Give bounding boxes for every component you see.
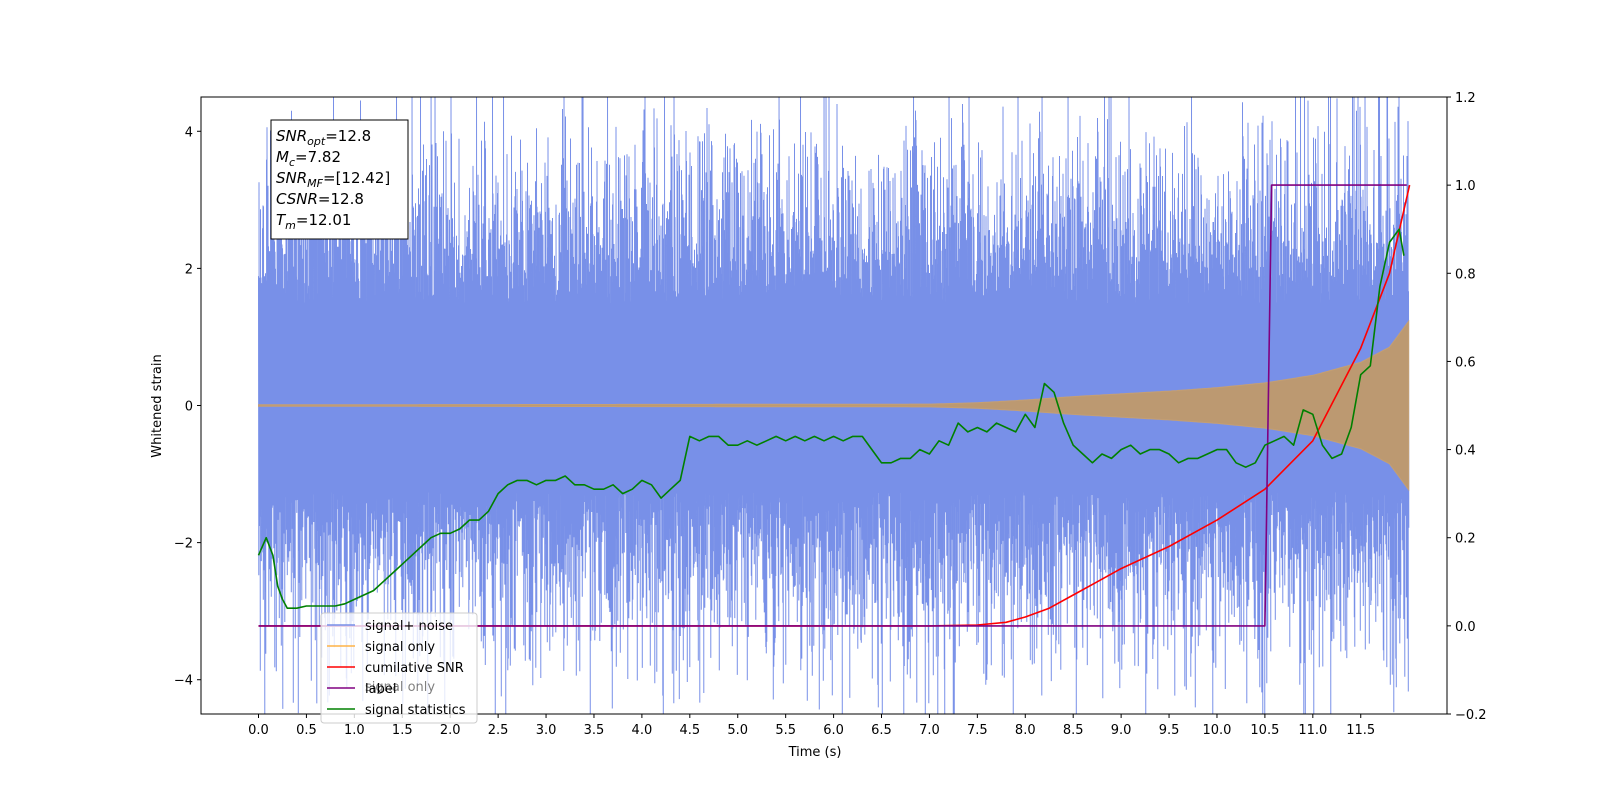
x-tick-label: 4.5 [679, 723, 700, 738]
x-tick-label: 9.0 [1111, 723, 1132, 738]
legend-entry-label: cumilative SNR [365, 661, 464, 676]
x-tick-label: 10.0 [1202, 723, 1231, 738]
y2-tick-label: 0.0 [1455, 620, 1476, 635]
y-tick-label: 2 [185, 262, 193, 277]
x-tick-label: 0.0 [248, 723, 269, 738]
x-tick-label: 5.0 [727, 723, 748, 738]
info-value: =12.8 [318, 190, 364, 208]
y-axis-label: Whitened strain [150, 354, 165, 457]
legend-entry-label: signal only [365, 640, 435, 655]
y2-tick-label: 0.4 [1455, 444, 1476, 459]
y-tick-label: 4 [185, 125, 193, 140]
y-tick-label: −4 [174, 674, 193, 689]
series-signal-statistics [257, 228, 1405, 609]
info-value: =12.8 [325, 127, 371, 145]
x-tick-label: 0.5 [296, 723, 317, 738]
x-tick-label: 1.5 [392, 723, 413, 738]
info-box: SNRopt=12.8Mc=7.82SNRMF=[12.42]CSNR=12.8… [270, 119, 409, 240]
x-tick-label: 7.0 [919, 723, 940, 738]
x-axis-label: Time (s) [788, 745, 842, 760]
x-tick-label: 4.0 [632, 723, 653, 738]
x-tick-label: 8.5 [1063, 723, 1084, 738]
x-tick-label: 3.0 [536, 723, 557, 738]
info-symbol: CSNR [276, 190, 318, 208]
legend: signal only signal+ noise signal only cumil… [320, 612, 478, 724]
y-tick-label: 0 [185, 400, 193, 415]
info-line: Tm=12.01 [276, 211, 351, 232]
legend-ghost-label: signal only [365, 680, 435, 695]
series-group [257, 97, 1411, 714]
legend-entry-label: signal statistics [365, 703, 466, 718]
x-tick-label: 1.0 [344, 723, 365, 738]
series-cumulative-snr [258, 184, 1411, 627]
info-box-border [270, 119, 409, 240]
y-tick-label: −2 [174, 537, 193, 552]
x-tick-label: 2.5 [488, 723, 509, 738]
info-subscript: MF [307, 177, 323, 190]
x-tick-label: 7.5 [967, 723, 988, 738]
info-subscript: opt [307, 135, 326, 148]
info-value: =7.82 [295, 148, 341, 166]
x-tick-label: 5.5 [775, 723, 796, 738]
info-line: SNRMF=[12.42] [276, 169, 390, 190]
x-tick-label: 8.0 [1015, 723, 1036, 738]
x-tick-label: 11.5 [1346, 723, 1375, 738]
info-value: =[12.42] [323, 169, 390, 187]
x-tick-label: 6.5 [871, 723, 892, 738]
x-tick-label: 6.0 [823, 723, 844, 738]
y2-tick-label: −0.2 [1455, 708, 1487, 723]
y2-tick-label: 0.6 [1455, 355, 1476, 370]
series-label [258, 184, 1407, 627]
info-subscript: c [289, 156, 295, 169]
series-signal-only [258, 319, 1410, 492]
legend-box [320, 612, 478, 724]
x-tick-label: 3.5 [584, 723, 605, 738]
y2-tick-label: 1.0 [1455, 179, 1476, 194]
y2-tick-label: 0.8 [1455, 267, 1476, 282]
legend-entry-label: signal+ noise [365, 619, 453, 634]
ticks: 0.0 0.5 1.0 1.5 2.0 2.5 3.0 3.5 4.0 4.5 5.0 5.5 6.0 6… [174, 91, 1487, 738]
x-tick-label: 2.0 [440, 723, 461, 738]
plot-area [257, 97, 1411, 714]
info-line: SNRopt=12.8 [276, 127, 371, 148]
info-symbol: SNR [276, 127, 307, 145]
x-tick-label: 10.5 [1250, 723, 1279, 738]
info-symbol: M [276, 148, 289, 166]
info-symbol: T [276, 211, 287, 229]
y2-tick-label: 0.2 [1455, 532, 1476, 547]
x-tick-label: 11.0 [1298, 723, 1327, 738]
info-line: Mc=7.82 [276, 148, 341, 169]
info-symbol: SNR [276, 169, 307, 187]
y2-tick-label: 1.2 [1455, 91, 1476, 106]
info-line: CSNR=12.8 [276, 190, 364, 208]
x-tick-label: 9.5 [1159, 723, 1180, 738]
info-value: =12.01 [296, 211, 352, 229]
info-subscript: m [285, 219, 296, 232]
legend-entry-label: label [365, 682, 396, 697]
